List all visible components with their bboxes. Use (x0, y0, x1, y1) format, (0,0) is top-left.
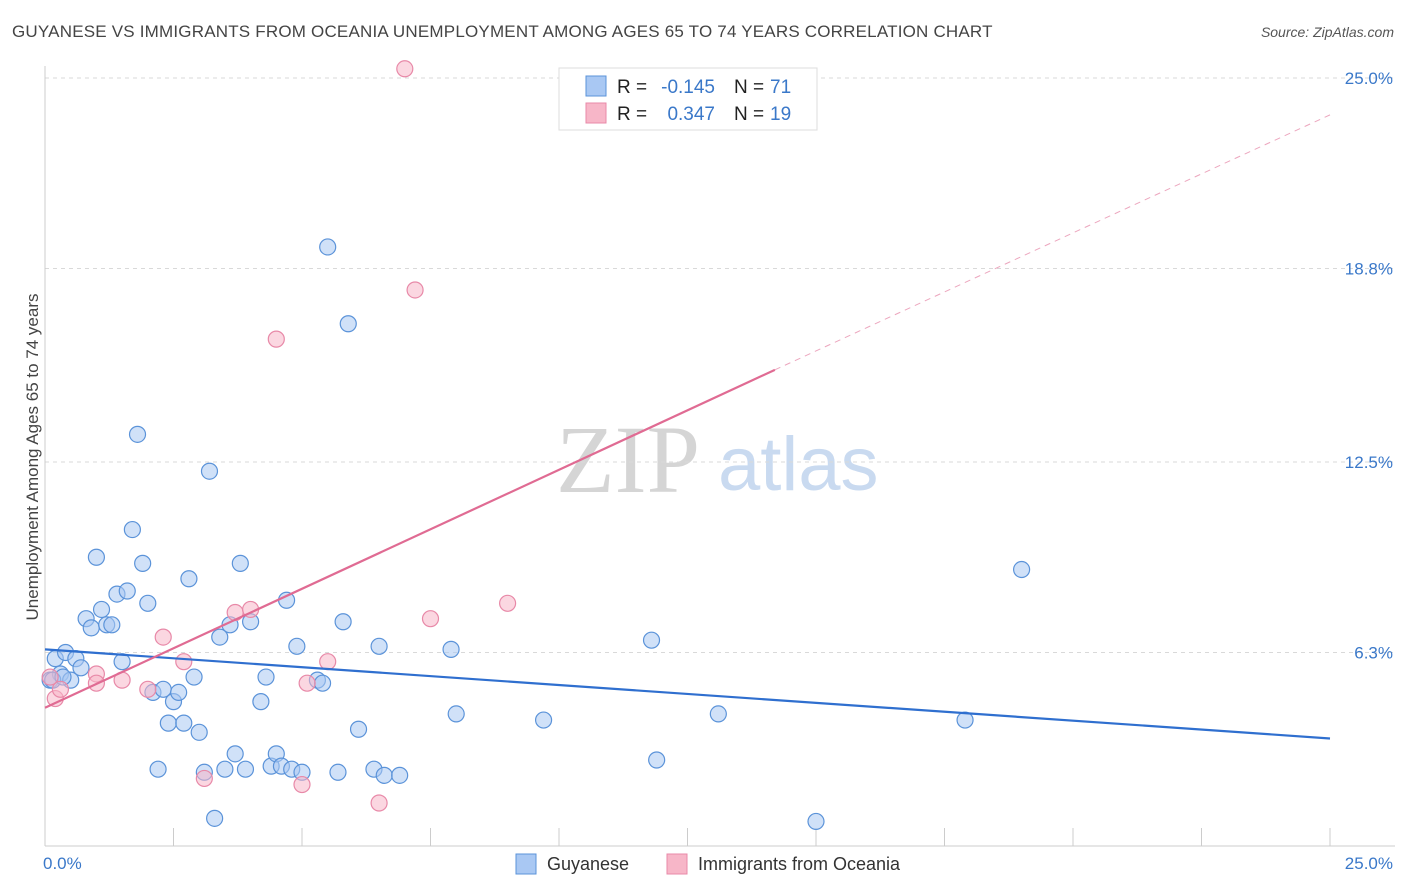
legend-n-label-2: N = (734, 104, 764, 125)
oceania-point-20 (499, 594, 517, 612)
guyanese-point-59 (391, 766, 409, 784)
bottom-legend-label-oceania: Immigrants from Oceania (698, 854, 901, 874)
guyanese-point-18 (134, 554, 152, 572)
guyanese-point-50 (313, 674, 332, 692)
watermark-atlas: atlas (718, 422, 879, 507)
guyanese-point-66 (807, 812, 825, 831)
guyanese-point-68 (1012, 560, 1031, 579)
oceania-point-13 (293, 775, 311, 794)
bottom-legend-swatch-guyanese (515, 853, 537, 875)
guyanese-point-12 (103, 616, 121, 634)
guyanese-point-31 (200, 462, 219, 480)
guyanese-trend-line (44, 648, 1331, 740)
bottom-legend-swatch-oceania (666, 853, 688, 875)
guyanese-point-65 (709, 705, 727, 723)
y-tick-label-1: 12.5% (1345, 453, 1393, 472)
legend-swatch-oceania (585, 102, 607, 124)
oceania-point-0 (41, 668, 59, 686)
x-tick-label-1: 25.0% (1345, 854, 1393, 873)
oceania-point-15 (319, 653, 337, 671)
guyanese-point-54 (339, 315, 357, 333)
guyanese-point-8 (82, 619, 100, 637)
legend-r-value-2: 0.347 (667, 104, 715, 125)
guyanese-point-26 (175, 714, 193, 732)
source-label: Source: ZipAtlas.com (1260, 24, 1394, 40)
guyanese-point-23 (159, 714, 177, 732)
legend-r-label-1: R = (617, 77, 647, 98)
guyanese-point-15 (118, 582, 136, 600)
guyanese-point-60 (442, 640, 460, 658)
guyanese-point-17 (128, 425, 147, 443)
guyanese-point-29 (190, 723, 208, 741)
guyanese-point-6 (72, 659, 90, 677)
y-tick-label-3: 25.0% (1345, 69, 1393, 88)
guyanese-point-32 (206, 809, 224, 827)
y-tick-label-2: 18.8% (1345, 259, 1393, 278)
legend-swatch-guyanese (585, 75, 607, 97)
oceania-point-18 (406, 281, 424, 299)
legend-n-value-1: 71 (770, 77, 791, 98)
guyanese-point-64 (648, 751, 666, 769)
axes (44, 66, 1395, 847)
guyanese-point-33 (211, 628, 229, 646)
guyanese-point-10 (92, 600, 111, 619)
oceania-point-8 (175, 653, 193, 671)
y-axis-label: Unemployment Among Ages 65 to 74 years (23, 294, 42, 621)
legend-n-label-1: N = (734, 77, 764, 98)
watermark-zip: ZIP (556, 406, 700, 513)
guyanese-point-36 (226, 745, 244, 763)
chart-title: GUYANESE VS IMMIGRANTS FROM OCEANIA UNEM… (12, 22, 993, 41)
legend-r-value-1: -0.145 (661, 77, 715, 98)
oceania-point-2 (51, 680, 70, 698)
guyanese-point-47 (288, 637, 306, 655)
guyanese-point-52 (329, 763, 347, 781)
oceania-point-14 (298, 674, 316, 692)
series-legend: Guyanese Immigrants from Oceania (515, 853, 901, 875)
guyanese-point-63 (642, 631, 661, 649)
series-oceania-points (41, 60, 517, 812)
guyanese-point-34 (216, 760, 234, 778)
guyanese-point-57 (370, 637, 388, 655)
guyanese-point-28 (185, 668, 203, 686)
oceania-point-19 (421, 610, 440, 628)
guyanese-point-37 (231, 554, 249, 572)
guyanese-point-51 (319, 238, 337, 256)
guyanese-point-40 (252, 693, 270, 711)
oceania-point-6 (139, 680, 157, 698)
trend-lines (44, 114, 1331, 740)
correlation-legend: R = -0.145 N = 71 R = 0.347 N = 19 (558, 67, 818, 131)
y-tick-label-0: 6.3% (1354, 643, 1393, 662)
guyanese-point-27 (180, 570, 198, 588)
x-tick-labels: 0.0% 25.0% (43, 854, 1393, 873)
guyanese-point-55 (349, 720, 368, 738)
guyanese-point-25 (170, 683, 188, 702)
x-tick-label-0: 0.0% (43, 854, 82, 873)
oceania-point-16 (370, 794, 388, 812)
oceania-point-12 (267, 330, 285, 348)
guyanese-point-38 (236, 760, 255, 778)
guyanese-point-21 (149, 760, 167, 778)
guyanese-point-19 (139, 594, 157, 612)
guyanese-point-58 (375, 766, 393, 784)
y-tick-labels: 6.3% 12.5% 18.8% 25.0% (1345, 69, 1393, 662)
guyanese-point-62 (534, 711, 553, 729)
guyanese-point-45 (277, 591, 296, 609)
guyanese-point-41 (257, 668, 275, 686)
legend-r-label-2: R = (617, 104, 647, 125)
bottom-legend-label-guyanese: Guyanese (547, 854, 629, 874)
guyanese-point-53 (334, 613, 352, 631)
oceania-point-7 (154, 628, 172, 646)
series-guyanese-points (41, 238, 1031, 831)
oceania-trend-line (44, 368, 776, 709)
guyanese-point-16 (123, 520, 141, 539)
oceania-point-17 (396, 60, 414, 78)
guyanese-point-61 (447, 705, 465, 723)
guyanese-point-9 (87, 548, 106, 566)
oceania-trend-extension (774, 114, 1331, 371)
oceania-point-9 (195, 769, 213, 788)
legend-n-value-2: 19 (770, 104, 791, 125)
guyanese-point-67 (956, 711, 974, 729)
